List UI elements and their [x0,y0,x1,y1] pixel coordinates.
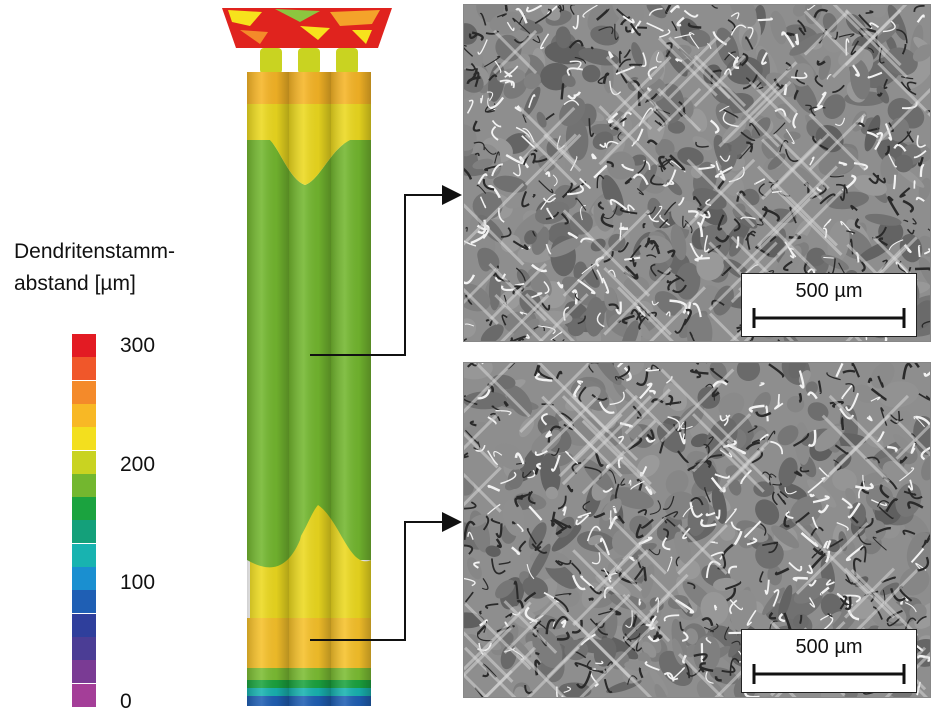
legend-swatch [72,380,96,404]
legend-swatch [72,497,96,521]
legend-swatch [72,683,96,707]
legend-swatch [72,660,96,684]
casting-funnel [222,8,392,48]
legend-swatch [72,636,96,660]
arrow-to-bottom-micrograph [310,512,462,641]
legend-swatch [72,473,96,497]
legend-swatch [72,567,96,590]
legend-swatch [72,590,96,614]
legend-swatch [72,403,96,427]
scale-bar-bottom-label: 500 µm [795,636,863,658]
legend-swatch [72,427,96,451]
micrograph-bottom: 500 µm [463,362,931,698]
casting-columns [247,72,371,706]
arrow-to-top-micrograph [310,185,462,356]
legend-tick-label: 200 [120,452,156,476]
scale-bar-bottom: 500 µm [741,629,917,693]
casting-gates [260,48,358,74]
casting-simulation [222,8,400,706]
scale-bar-top: 500 µm [741,273,917,337]
micrograph-top: 500 µm [463,4,931,342]
legend-title: Dendritenstamm- abstand [µm] [14,240,176,295]
legend-tick-label: 100 [120,571,156,595]
legend-swatch [72,543,96,567]
legend-tick-label: 0 [120,690,132,713]
legend-tick-label: 300 [120,334,156,357]
legend-swatch [72,520,96,544]
scale-bar-top-label: 500 µm [795,280,863,302]
legend-swatch [72,613,96,637]
legend-swatch [72,450,96,474]
legend-swatch [72,357,96,381]
legend-swatch [72,334,96,357]
